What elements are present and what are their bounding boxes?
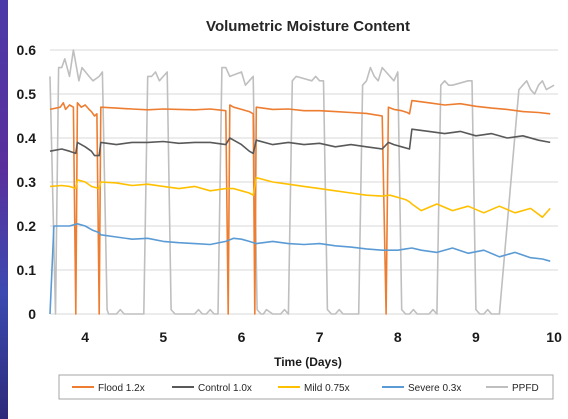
x-tick-label: 6 — [238, 329, 246, 345]
x-tick-label: 5 — [159, 329, 167, 345]
legend-label: Mild 0.75x — [304, 383, 350, 394]
moisture-chart: Volumetric Moisture Content 0 0.1 0.2 0.3 0.… — [8, 0, 568, 419]
chart-title: Volumetric Moisture Content — [206, 18, 410, 35]
series-line-control-1-0x — [49, 128, 551, 157]
legend-label: PPFD — [512, 383, 539, 394]
y-tick-label: 0.6 — [17, 42, 37, 58]
y-tick-label: 0.5 — [17, 86, 37, 102]
series-line-mild-0-75x — [49, 176, 551, 218]
y-tick-label: 0 — [28, 306, 36, 322]
legend-label: Severe 0.3x — [408, 383, 461, 394]
y-tick-label: 0.1 — [17, 262, 37, 278]
window-frame-edge — [0, 0, 8, 419]
chart-panel: Volumetric Moisture Content 0 0.1 0.2 0.3 0.… — [8, 0, 568, 419]
x-tick-label: 8 — [394, 329, 402, 345]
series-line-ppfd — [49, 49, 555, 315]
x-tick-label: 7 — [316, 329, 324, 345]
series-line-flood-1-2x — [49, 99, 551, 315]
y-tick-label: 0.2 — [17, 218, 37, 234]
x-axis-label: Time (Days) — [274, 355, 342, 369]
series-line-severe-0-3x — [49, 223, 551, 315]
legend-label: Flood 1.2x — [98, 383, 145, 394]
x-tick-label: 10 — [546, 329, 562, 345]
y-tick-label: 0.3 — [17, 174, 37, 190]
legend-box — [58, 374, 554, 400]
x-tick-label: 9 — [472, 329, 480, 345]
y-tick-label: 0.4 — [17, 130, 37, 146]
x-tick-label: 4 — [81, 329, 89, 345]
legend-label: Control 1.0x — [198, 383, 252, 394]
